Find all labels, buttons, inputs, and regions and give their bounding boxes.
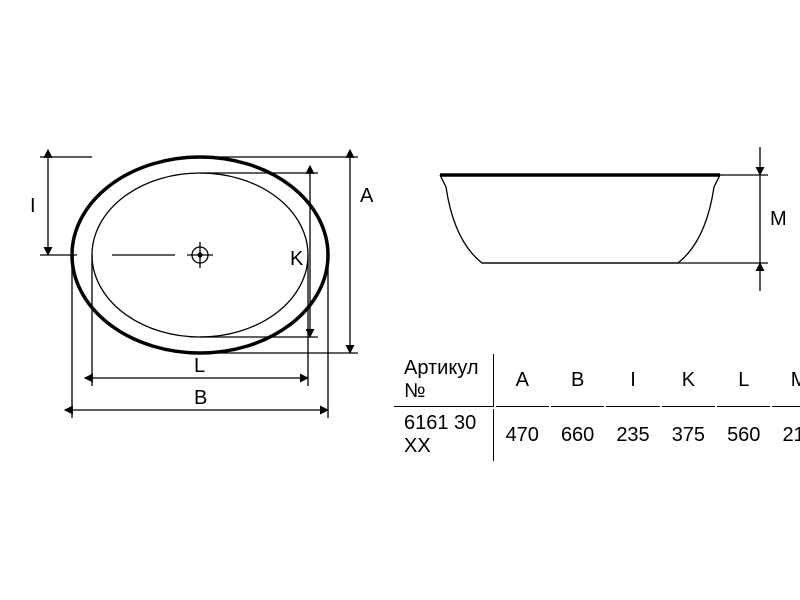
table-cell-article: 6161 30 XX <box>394 409 494 461</box>
table-col-I: I <box>606 354 659 407</box>
table-col-M: M <box>772 354 800 407</box>
dim-label-K: K <box>290 248 304 270</box>
table-col-A: A <box>496 354 549 407</box>
table-cell: 235 <box>606 409 659 461</box>
dim-label-L: L <box>194 355 205 377</box>
table-cell: 560 <box>717 409 770 461</box>
side-bowl <box>440 175 720 263</box>
dim-label-B: B <box>194 387 207 409</box>
dim-label-I: I <box>30 195 36 217</box>
table-col-B: B <box>551 354 604 407</box>
table-row: 6161 30 XX470660235375560215 <box>394 409 800 461</box>
table-cell: 215 <box>772 409 800 461</box>
drawing-svg: AKILB M <box>0 0 800 600</box>
dim-label-M: M <box>770 208 787 230</box>
table-cell: 375 <box>662 409 715 461</box>
table-col-L: L <box>717 354 770 407</box>
table-header-article: Артикул № <box>394 354 494 407</box>
table-cell: 470 <box>496 409 549 461</box>
dim-label-A: A <box>360 185 374 207</box>
dimensions-table: Артикул № ABIKLM 6161 30 XX4706602353755… <box>392 352 800 463</box>
table-col-K: K <box>662 354 715 407</box>
table-cell: 660 <box>551 409 604 461</box>
technical-drawing: AKILB M Артикул № ABIKLM 6161 30 XX47066… <box>0 0 800 600</box>
